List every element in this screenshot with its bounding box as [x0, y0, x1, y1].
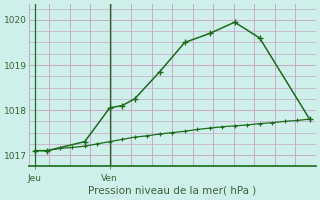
- X-axis label: Pression niveau de la mer( hPa ): Pression niveau de la mer( hPa ): [88, 186, 256, 196]
